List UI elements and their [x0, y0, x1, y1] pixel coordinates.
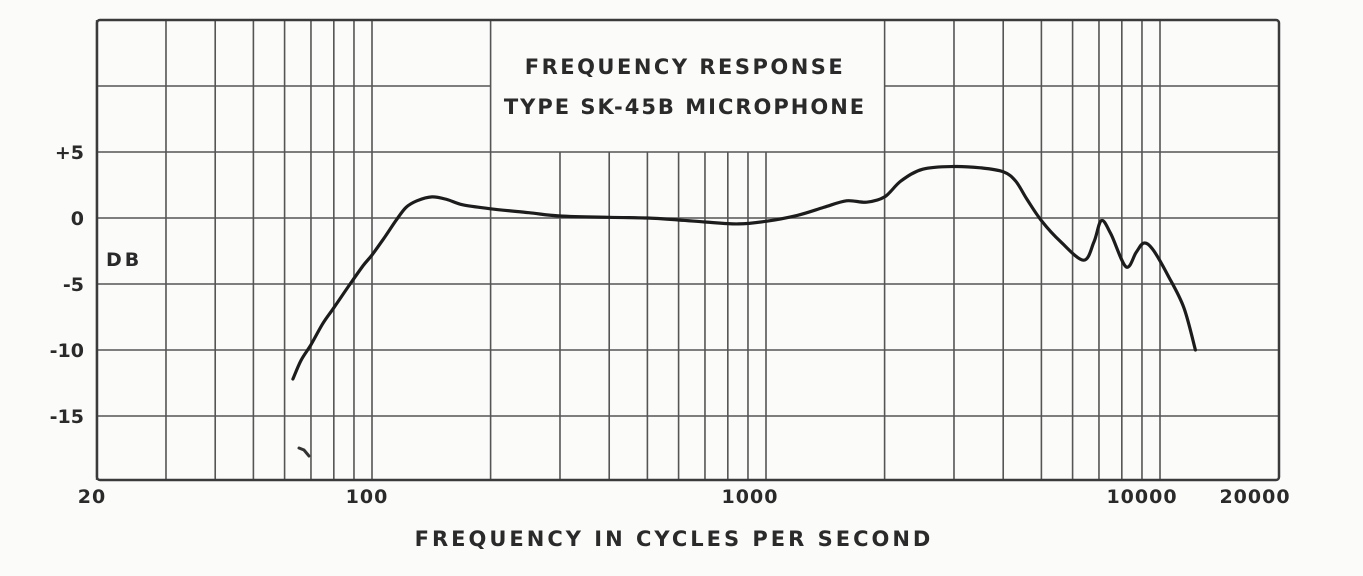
x-tick-label: 20 [78, 486, 106, 508]
x-tick-label: 100 [346, 486, 389, 508]
title-box [491, 21, 884, 151]
plot-frame [95, 18, 1281, 482]
response-curve [291, 164, 1197, 381]
chart-subtitle: TYPE SK-45B MICROPHONE [504, 95, 866, 119]
y-tick-label: -15 [50, 406, 84, 428]
y-tick-label: -5 [63, 274, 84, 296]
stray-mark [297, 446, 311, 458]
y-tick-label: -10 [50, 340, 84, 362]
x-tick-label: 20000 [1219, 486, 1290, 508]
y-axis-labels: +5 0 -5 -10 -15 [50, 142, 84, 428]
x-tick-label: 10000 [1106, 486, 1177, 508]
x-tick-label: 1000 [722, 486, 779, 508]
x-axis-labels: 20 100 1000 10000 20000 [78, 486, 1290, 508]
y-axis-label: DB [106, 249, 142, 271]
chart-grid [95, 20, 1279, 480]
x-axis-label: FREQUENCY IN CYCLES PER SECOND [415, 527, 934, 551]
y-tick-label: +5 [55, 142, 84, 164]
chart-title: FREQUENCY RESPONSE [525, 55, 846, 79]
y-tick-label: 0 [71, 208, 84, 230]
